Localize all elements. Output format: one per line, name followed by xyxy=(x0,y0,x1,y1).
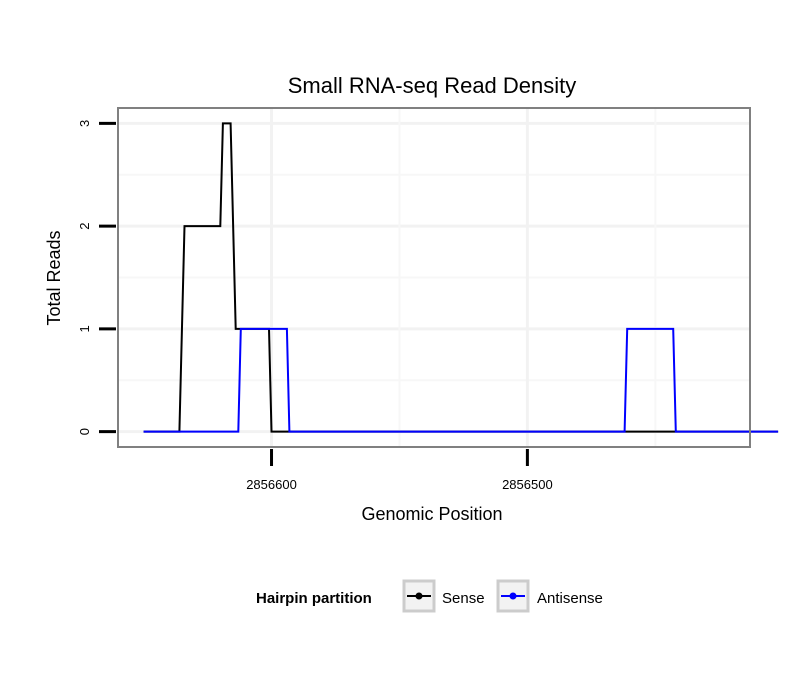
x-tick-label-0: 2856600 xyxy=(246,477,297,492)
plot-border xyxy=(117,107,751,448)
y-tick-label-3: 3 xyxy=(77,120,92,127)
y-axis-title: Total Reads xyxy=(44,230,64,325)
legend-title: Hairpin partition xyxy=(256,590,372,607)
y-tick-label-1: 1 xyxy=(77,325,92,332)
x-axis-title: Genomic Position xyxy=(361,504,502,524)
series-line-antisense xyxy=(143,327,779,433)
series-layer xyxy=(143,122,779,433)
y-tick-label-2: 2 xyxy=(77,223,92,230)
legend-key-antisense-point xyxy=(509,592,517,600)
legend: Hairpin partition Sense Antisense xyxy=(256,579,603,613)
y-tick-label-0: 0 xyxy=(77,428,92,435)
chart-title: Small RNA-seq Read Density xyxy=(288,73,577,98)
x-axis: 2856600 2856500 xyxy=(246,449,553,492)
legend-key-sense-point xyxy=(415,592,423,600)
x-tick-label-1: 2856500 xyxy=(502,477,553,492)
grid xyxy=(118,108,750,447)
y-axis: 0 1 2 3 xyxy=(77,120,116,435)
legend-label-antisense: Antisense xyxy=(537,590,603,607)
legend-label-sense: Sense xyxy=(442,590,485,607)
